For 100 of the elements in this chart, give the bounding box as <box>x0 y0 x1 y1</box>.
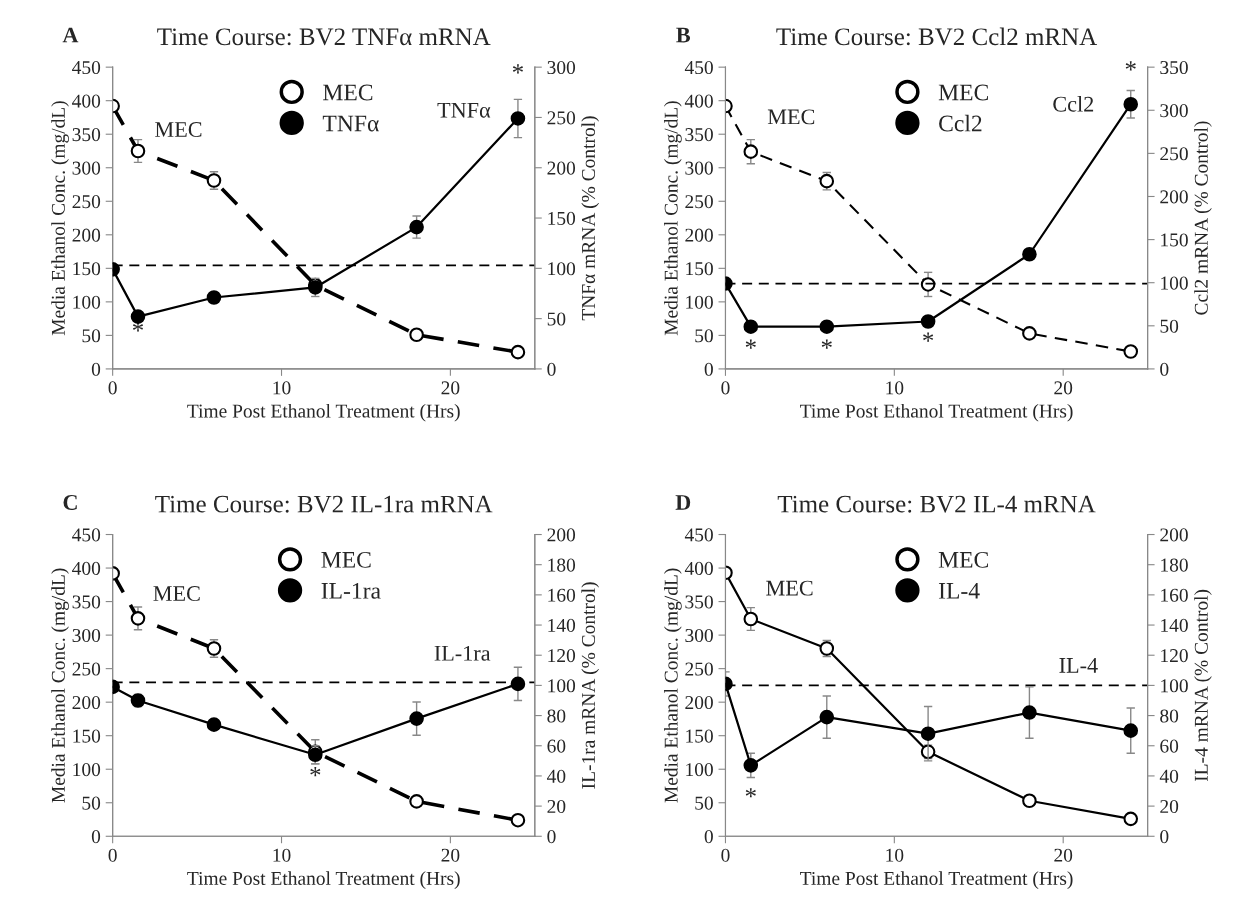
annotation: MEC <box>155 122 202 137</box>
y2-tick-label: 0 <box>1160 362 1169 376</box>
chart-title: Time Course: BV2 IL-1ra mRNA <box>155 495 493 513</box>
y2-tick-label: 40 <box>1159 769 1179 783</box>
text: B <box>676 27 691 43</box>
y-tick-label: 300 <box>72 161 101 175</box>
y2-tick-label: 40 <box>547 769 566 783</box>
annotation: Ccl2 <box>1053 96 1094 112</box>
annotation: * <box>745 339 756 349</box>
annotation: TNFα <box>437 102 491 118</box>
legend-label: TNFα <box>322 115 379 132</box>
y2-tick-label: 200 <box>547 528 576 542</box>
x-axis-title: Time Post Ethanol Treatment (Hrs) <box>187 403 460 422</box>
legend-label: MEC <box>321 551 371 568</box>
annotation: * <box>745 788 756 798</box>
annotation: * <box>821 339 832 349</box>
y-tick-label: 350 <box>72 595 101 609</box>
text: D <box>675 495 691 510</box>
y2-tick-label: 160 <box>548 588 576 602</box>
annotation: * <box>310 767 321 777</box>
y2-tick-label: 80 <box>547 709 566 723</box>
y2-tick-label: 300 <box>1160 104 1188 118</box>
y-tick-label: 400 <box>72 94 101 108</box>
y2-tick-label: 180 <box>1161 558 1188 572</box>
y-tick-label: 50 <box>695 796 713 810</box>
x-tick-label: 10 <box>886 381 904 395</box>
y2-tick-label: 100 <box>548 679 576 693</box>
y2-tick-label: 150 <box>548 211 576 225</box>
y2-tick-label: 50 <box>547 312 566 326</box>
y-axis-title: Media Ethanol Conc. (mg/dL) <box>51 568 69 803</box>
y2-axis-title: IL-1ra mRNA (% Control) <box>581 582 599 789</box>
y-tick-label: 150 <box>686 729 713 743</box>
y2-tick-label: 180 <box>548 558 576 572</box>
y-tick-label: 150 <box>73 262 101 276</box>
annotation: * <box>512 64 523 74</box>
x-tick-label: 10 <box>886 848 904 862</box>
y-tick-label: 0 <box>91 362 101 376</box>
y2-tick-label: 50 <box>1160 319 1179 333</box>
legend-label: MEC <box>938 551 988 568</box>
x-tick-label: 20 <box>1054 848 1073 862</box>
legend-label: IL-4 <box>938 583 980 599</box>
y-tick-label: 0 <box>91 830 101 844</box>
y-tick-label: 50 <box>82 796 101 810</box>
y-tick-label: 250 <box>685 662 713 676</box>
y-tick-label: 100 <box>73 295 101 309</box>
x-tick-label: 0 <box>108 848 117 862</box>
chart-title: Time Course: BV2 IL-4 mRNA <box>777 495 1096 513</box>
y2-tick-label: 150 <box>1161 233 1188 247</box>
y-tick-label: 300 <box>685 628 713 643</box>
legend-label: Ccl2 <box>939 114 982 132</box>
annotation: MEC <box>766 580 813 596</box>
legend-label: IL-1ra <box>321 582 381 599</box>
y2-tick-label: 140 <box>1161 618 1188 632</box>
y-tick-label: 250 <box>685 195 713 209</box>
annotation: MEC <box>153 586 200 602</box>
chart-title: Time Course: BV2 TNFα mRNA <box>157 28 491 46</box>
y-tick-label: 350 <box>72 128 101 142</box>
legend-label: MEC <box>938 84 988 101</box>
y2-tick-label: 200 <box>1160 190 1188 204</box>
y-axis-title: Media Ethanol Conc. (mg/dL) <box>664 101 682 336</box>
y-tick-label: 400 <box>72 561 101 575</box>
y-tick-label: 450 <box>684 60 713 75</box>
y2-tick-label: 20 <box>547 799 566 814</box>
y-tick-label: 0 <box>704 830 713 844</box>
text: C <box>63 494 77 510</box>
y-tick-label: 300 <box>72 628 101 643</box>
y2-tick-label: 60 <box>547 739 566 753</box>
y-tick-label: 200 <box>685 228 713 242</box>
y-tick-label: 200 <box>72 695 101 710</box>
y2-tick-label: 0 <box>547 362 556 376</box>
y-tick-label: 350 <box>685 128 713 142</box>
y-tick-label: 100 <box>686 763 713 777</box>
x-tick-label: 0 <box>721 381 730 395</box>
text: A <box>62 27 79 43</box>
y-axis-title: Media Ethanol Conc. (mg/dL) <box>51 101 69 336</box>
annotation: IL-4 <box>1059 658 1098 673</box>
y2-tick-label: 200 <box>547 161 576 175</box>
y-tick-label: 400 <box>684 94 713 108</box>
legend-label: MEC <box>323 84 373 101</box>
x-tick-label: 0 <box>721 848 730 862</box>
y2-tick-label: 0 <box>547 830 556 844</box>
y-tick-label: 0 <box>704 362 713 376</box>
x-tick-label: 10 <box>273 381 291 395</box>
x-axis-title: Time Post Ethanol Treatment (Hrs) <box>800 871 1073 889</box>
y-tick-label: 50 <box>695 329 713 343</box>
y-tick-label: 350 <box>685 595 713 609</box>
x-tick-label: 20 <box>441 381 460 395</box>
y-tick-label: 150 <box>73 729 101 743</box>
y-tick-label: 200 <box>685 695 713 710</box>
y-tick-label: 100 <box>73 763 101 777</box>
y2-tick-label: 120 <box>1161 649 1188 663</box>
annotation: * <box>923 332 934 342</box>
y2-axis-title: IL-4 mRNA (% Control) <box>1194 589 1212 782</box>
y2-tick-label: 20 <box>1160 799 1179 814</box>
y2-tick-label: 100 <box>1161 679 1188 693</box>
x-tick-label: 20 <box>1054 381 1073 395</box>
annotation: * <box>1125 61 1136 71</box>
y2-tick-label: 0 <box>1160 830 1169 844</box>
y2-tick-label: 300 <box>547 60 576 75</box>
x-axis-title: Time Post Ethanol Treatment (Hrs) <box>800 403 1073 422</box>
